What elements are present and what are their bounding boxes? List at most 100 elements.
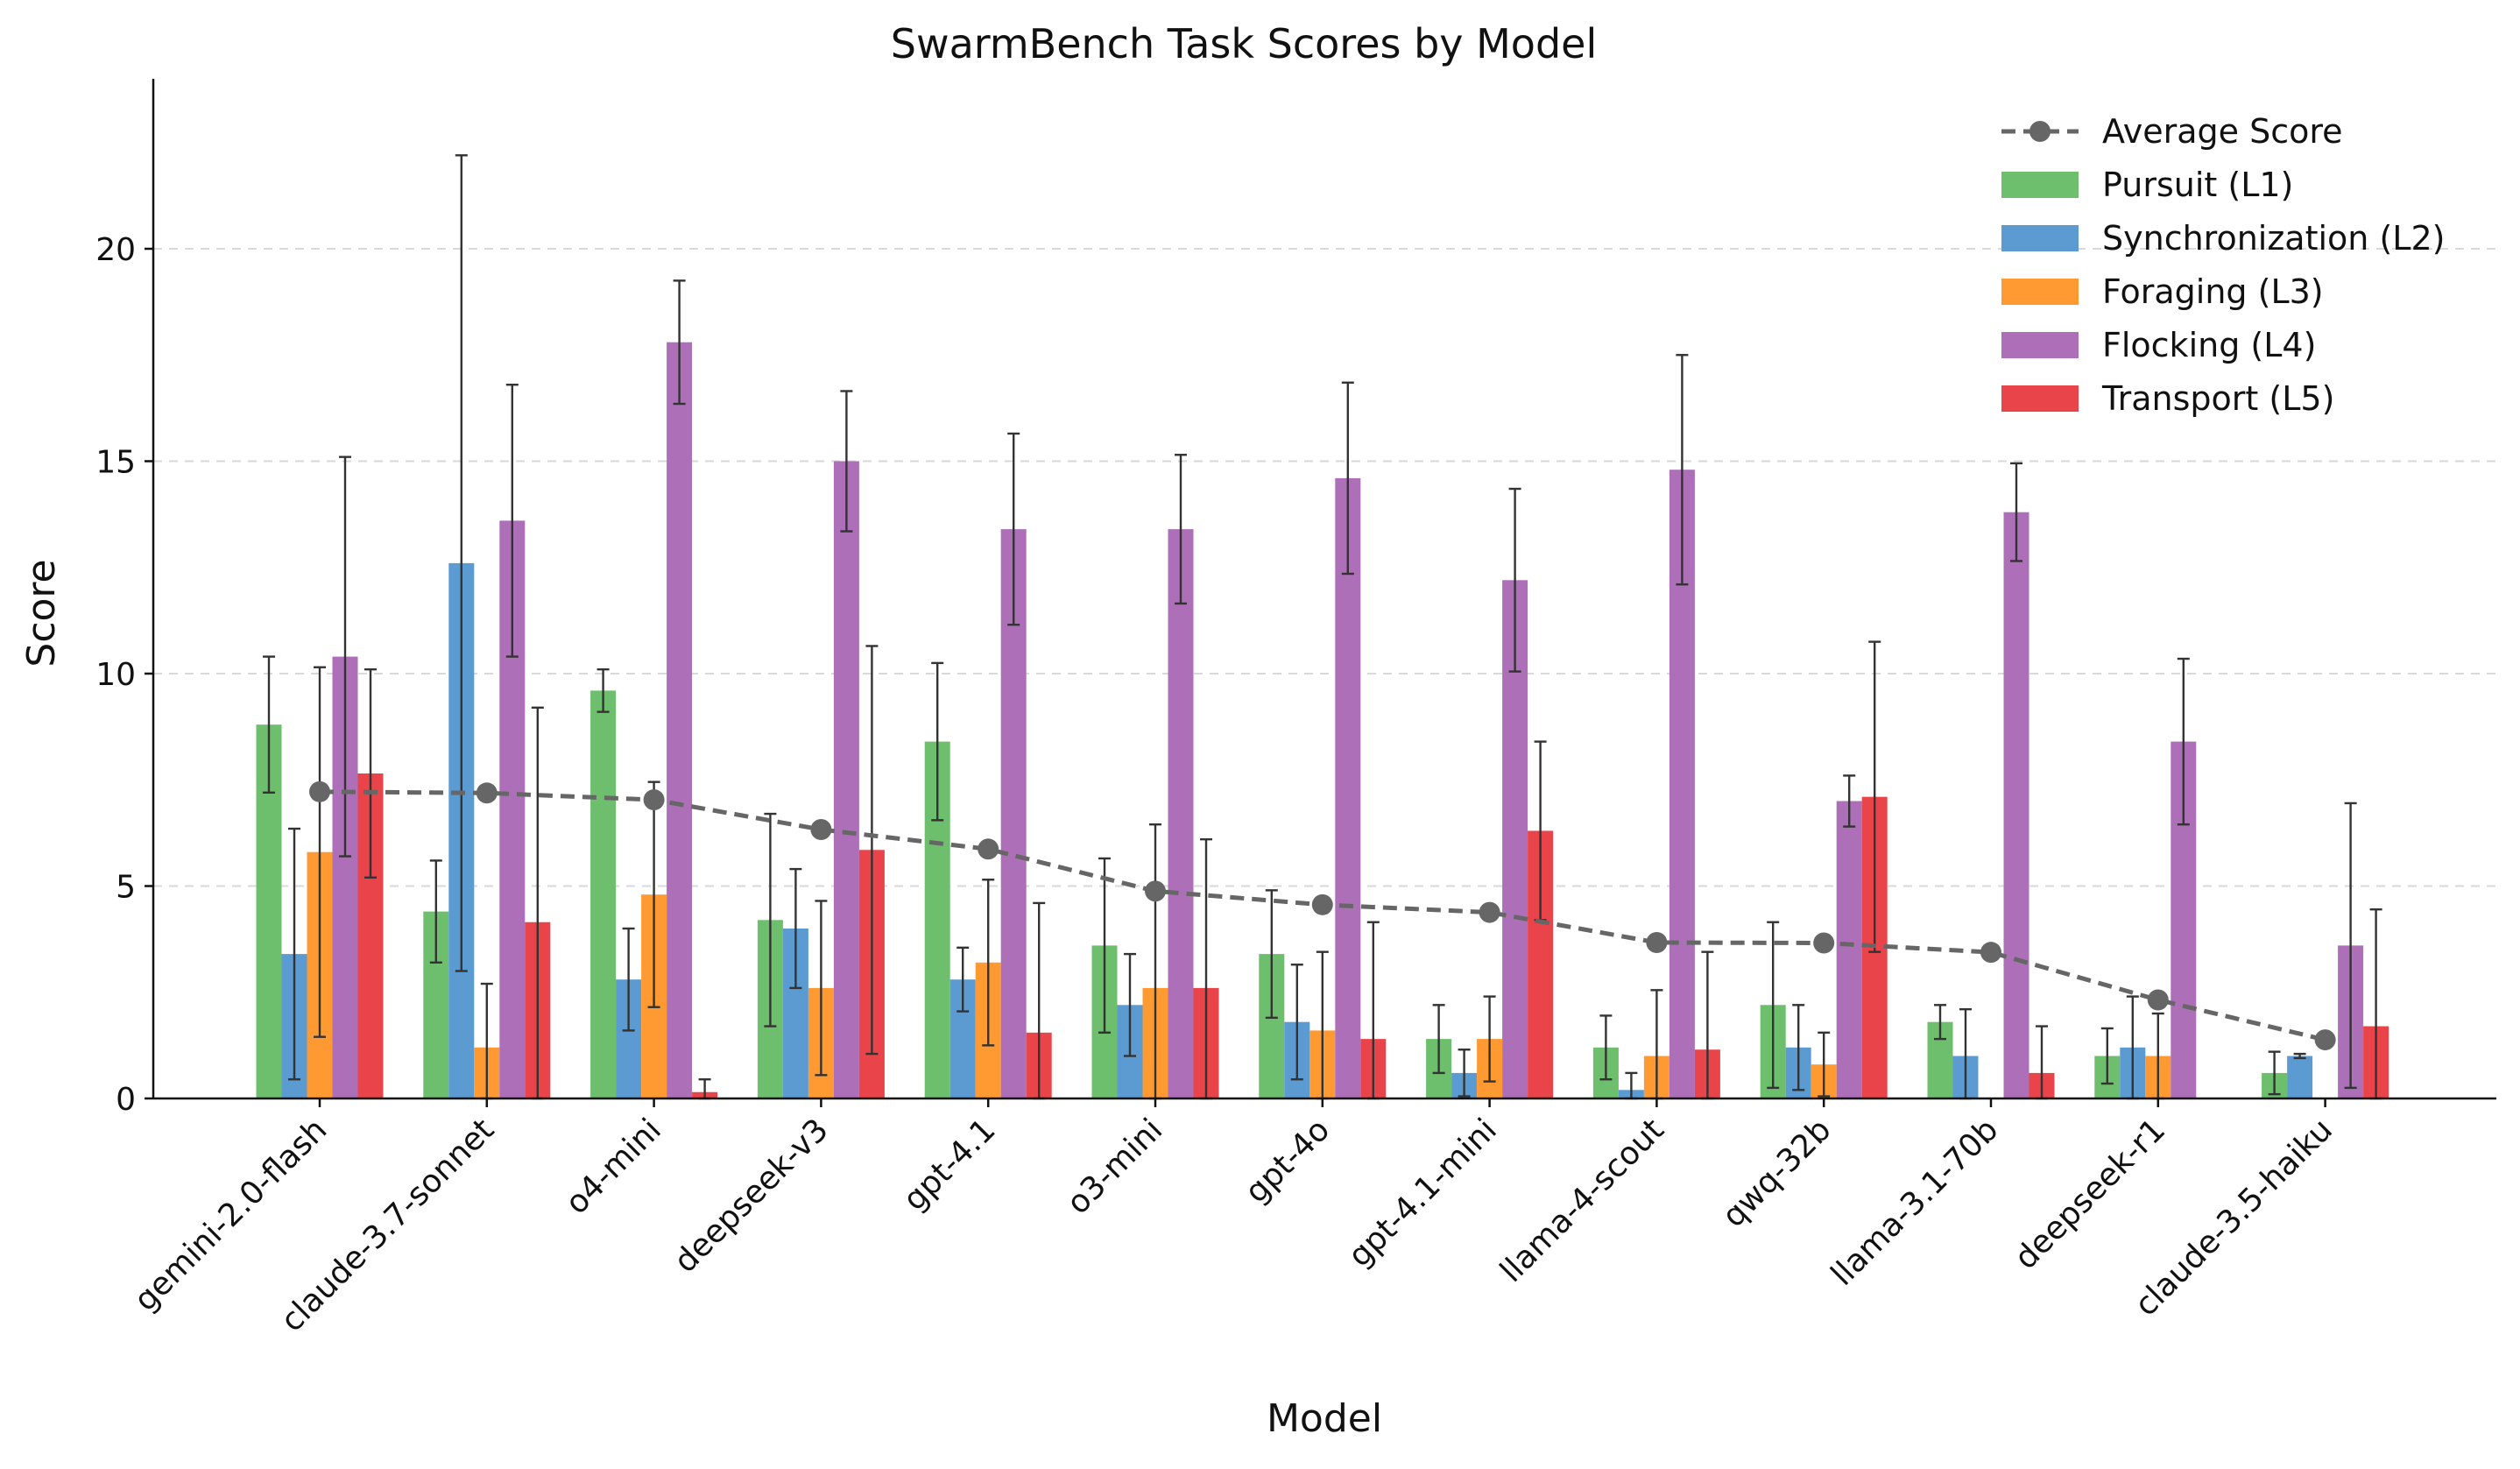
x-tick-label: deepseek-r1 bbox=[2008, 1112, 2172, 1276]
error-bar bbox=[314, 666, 326, 1038]
error-bar bbox=[2010, 462, 2022, 562]
grid-layer bbox=[153, 248, 2496, 887]
error-bar bbox=[596, 667, 610, 713]
error-bar bbox=[1265, 889, 1278, 1020]
legend-swatch bbox=[2001, 332, 2079, 358]
bar bbox=[590, 690, 617, 1098]
error-bar bbox=[1341, 381, 1354, 576]
y-tick-label: 20 bbox=[95, 232, 136, 268]
error-bar bbox=[1124, 952, 1136, 1057]
bar bbox=[2003, 512, 2029, 1098]
error-bar bbox=[1175, 454, 1187, 605]
average-line-layer bbox=[309, 780, 2336, 1051]
average-score-point bbox=[1479, 901, 1500, 923]
legend-label: Synchronization (L2) bbox=[2102, 219, 2445, 258]
average-score-point bbox=[309, 780, 330, 802]
error-bar bbox=[982, 879, 995, 1047]
error-bar bbox=[1818, 1031, 1831, 1098]
error-bar bbox=[1599, 1014, 1613, 1081]
x-tick-label: gpt-4o bbox=[1239, 1112, 1337, 1210]
error-bar bbox=[1676, 354, 1689, 586]
legend-entry: Pursuit (L1) bbox=[2001, 166, 2293, 204]
bar bbox=[1335, 477, 1361, 1098]
average-score-point bbox=[978, 838, 999, 860]
legend-label: Flocking (L4) bbox=[2102, 326, 2316, 364]
error-bar bbox=[931, 661, 944, 822]
y-tick-label: 15 bbox=[95, 445, 136, 481]
error-bar bbox=[2293, 1052, 2306, 1060]
legend-entry: Synchronization (L2) bbox=[2001, 219, 2445, 258]
error-bar bbox=[1868, 640, 1881, 953]
error-bar bbox=[1934, 1004, 1946, 1041]
bar bbox=[2287, 1056, 2313, 1098]
error-bar bbox=[865, 645, 879, 1056]
x-tick-label: gpt-4.1 bbox=[897, 1112, 1003, 1218]
error-bar bbox=[288, 827, 300, 1081]
y-axis-label: Score bbox=[19, 559, 64, 667]
error-bar bbox=[2344, 802, 2357, 1090]
error-bar bbox=[647, 780, 660, 1008]
error-bar bbox=[1432, 1004, 1445, 1075]
average-score-point bbox=[1311, 893, 1333, 915]
error-bar bbox=[1483, 995, 1496, 1083]
error-bar bbox=[673, 279, 686, 406]
y-tick-label: 0 bbox=[116, 1082, 136, 1118]
legend-entry: Transport (L5) bbox=[2001, 379, 2334, 418]
error-bar bbox=[1290, 964, 1303, 1081]
error-bar bbox=[429, 859, 442, 964]
x-tick-label: llama-4-scout bbox=[1493, 1112, 1671, 1289]
error-bar bbox=[1098, 857, 1111, 1035]
legend-label: Average Score bbox=[2102, 112, 2343, 151]
error-bar bbox=[1508, 487, 1521, 673]
bar bbox=[1836, 801, 1862, 1098]
legend: Average Score Pursuit (L1) Synchronization… bbox=[2001, 112, 2445, 418]
error-bar bbox=[1792, 1004, 1805, 1091]
legend-swatch bbox=[2001, 225, 2079, 251]
y-tick-label: 10 bbox=[95, 657, 136, 693]
x-tick-label: gpt-4.1-mini bbox=[1342, 1112, 1504, 1274]
error-bar bbox=[364, 667, 377, 879]
y-tick-label: 5 bbox=[116, 870, 136, 906]
error-bar bbox=[1767, 921, 1780, 1090]
x-axis-label: Model bbox=[1267, 1396, 1382, 1441]
legend-entry: Foraging (L3) bbox=[2001, 272, 2324, 311]
average-score-point bbox=[1145, 880, 1166, 902]
error-bar bbox=[455, 154, 468, 972]
error-bar bbox=[2177, 657, 2190, 826]
error-bar bbox=[2100, 1027, 2114, 1085]
x-tick-label: o3-mini bbox=[1060, 1112, 1169, 1221]
legend-entry: Average Score bbox=[2001, 112, 2343, 151]
bar bbox=[1168, 529, 1194, 1098]
average-score-point bbox=[1980, 942, 2001, 964]
error-bar bbox=[622, 927, 635, 1032]
x-tick-label: deepseek-v3 bbox=[667, 1112, 836, 1280]
x-tick-label: o4-mini bbox=[559, 1112, 668, 1221]
error-bar bbox=[1007, 432, 1020, 626]
error-bar bbox=[2268, 1050, 2281, 1096]
average-score-point bbox=[476, 782, 498, 804]
legend-swatch bbox=[2001, 385, 2079, 412]
bar bbox=[833, 461, 859, 1098]
error-bar bbox=[840, 390, 853, 533]
legend-label: Transport (L5) bbox=[2101, 379, 2334, 418]
error-bar bbox=[956, 946, 970, 1013]
legend-entry: Flocking (L4) bbox=[2001, 326, 2316, 364]
error-bar bbox=[764, 812, 777, 1028]
x-tick-label: qwq-32b bbox=[1716, 1112, 1839, 1234]
legend-swatch bbox=[2001, 279, 2079, 305]
average-score-point bbox=[643, 789, 665, 811]
average-score-point bbox=[810, 818, 832, 840]
error-bars-layer bbox=[263, 154, 2382, 1100]
legend-label: Foraging (L3) bbox=[2102, 272, 2324, 311]
legend-label: Pursuit (L1) bbox=[2102, 166, 2293, 204]
average-score-point bbox=[1813, 932, 1835, 954]
error-bar bbox=[263, 655, 275, 794]
average-score-point bbox=[2314, 1029, 2336, 1051]
error-bar bbox=[1843, 774, 1856, 828]
average-score-point bbox=[2147, 989, 2169, 1011]
legend-swatch bbox=[2001, 172, 2079, 198]
x-tick-label: llama-3.1-70b bbox=[1825, 1112, 2006, 1293]
bar bbox=[667, 342, 693, 1098]
average-score-point bbox=[1646, 932, 1668, 954]
